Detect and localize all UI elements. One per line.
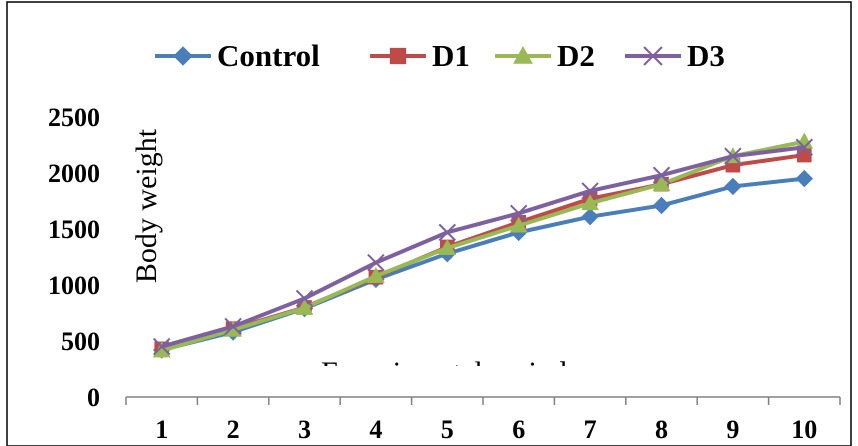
- data-point: [795, 138, 814, 156]
- y-tick-label: 2000: [48, 159, 100, 188]
- x-tick-label: 10: [791, 415, 817, 444]
- x-tick-label: 6: [512, 415, 525, 444]
- legend-item: D2: [495, 38, 595, 73]
- x-tick-label: 9: [726, 415, 739, 444]
- series-line: [161, 139, 805, 353]
- data-point: [509, 204, 528, 223]
- legend-marker: [389, 47, 407, 65]
- legend-item: D3: [625, 38, 725, 73]
- y-tick-label: 2500: [48, 103, 100, 132]
- legend-marker: [513, 45, 533, 64]
- legend-marker: [173, 46, 193, 66]
- y-axis-label: Body weight: [130, 128, 163, 283]
- legend-label: D2: [557, 38, 595, 73]
- data-point: [224, 317, 242, 336]
- data-point: [724, 177, 742, 196]
- legend-marker: [643, 46, 663, 66]
- series-d3: [152, 138, 814, 356]
- data-point: [152, 337, 171, 356]
- x-tick-label: 8: [655, 415, 668, 444]
- legend-label: D3: [687, 38, 725, 73]
- data-point: [652, 166, 671, 184]
- legend-label: Control: [217, 38, 320, 73]
- x-tick-label: 1: [155, 415, 168, 444]
- data-point: [438, 223, 457, 242]
- y-tick-label: 1000: [48, 271, 100, 300]
- y-tick-label: 500: [61, 327, 100, 356]
- data-point: [438, 239, 457, 255]
- plot-area: [152, 132, 814, 359]
- data-point: [797, 147, 812, 163]
- x-tick-label: 2: [227, 415, 240, 444]
- series-d2: [152, 132, 814, 358]
- y-axis: 0 500 1000 1500 2000 2500: [48, 103, 100, 412]
- legend-label: D1: [432, 38, 470, 73]
- data-point: [581, 194, 599, 211]
- data-point: [295, 298, 314, 315]
- y-tick-label: 1500: [48, 215, 100, 244]
- data-point: [581, 182, 599, 200]
- x-tick-label: 7: [584, 415, 597, 444]
- x-tick-label: 4: [369, 415, 382, 444]
- x-axis: 1 2 3 4 5 6 7 8 9 10: [125, 397, 841, 444]
- x-tick-label: 3: [298, 415, 311, 444]
- data-point: [367, 253, 385, 272]
- data-point: [652, 175, 671, 192]
- y-tick-label: 0: [87, 383, 100, 412]
- data-point: [724, 147, 742, 165]
- data-point: [367, 267, 385, 283]
- data-point: [509, 216, 528, 233]
- data-point: [652, 196, 671, 215]
- legend-item: Control: [155, 38, 320, 73]
- axis-title-mask: [128, 366, 848, 396]
- data-point: [581, 207, 599, 226]
- data-point: [295, 289, 314, 308]
- x-tick-label: 5: [441, 415, 454, 444]
- legend-item: D1: [370, 38, 470, 73]
- series-line: [161, 145, 805, 349]
- legend: Control D1 D2 D3: [155, 38, 725, 73]
- data-point: [795, 169, 814, 188]
